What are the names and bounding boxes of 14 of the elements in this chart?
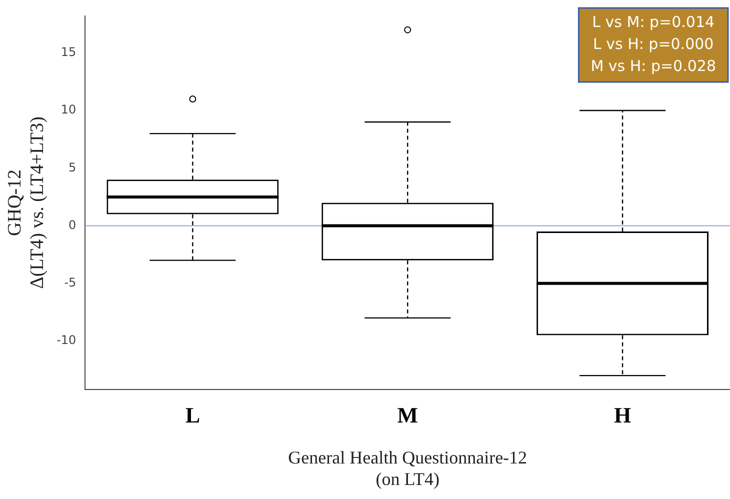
y-axis-title: GHQ-12 Δ(LT4) vs. (LT4+LT3) (4, 116, 48, 289)
annotation: M vs H: p=0.028 (590, 56, 716, 75)
x-tick-label: H (614, 402, 632, 428)
y-tick-label: 5 (68, 160, 76, 174)
y-tick-label: -10 (56, 333, 76, 348)
y-tick-label: -5 (64, 276, 76, 290)
x-axis-title: General Health Questionnaire-12 (on LT4) (288, 447, 528, 489)
annotation: L vs H: p=0.000 (592, 34, 714, 53)
x-tick-label: M (397, 402, 418, 428)
x-tick-label: L (185, 402, 200, 428)
y-tick-label: 10 (60, 102, 76, 117)
y-tick-label: 15 (60, 45, 76, 60)
y-tick-label: 0 (68, 218, 76, 232)
annotation: L vs M: p=0.014 (592, 12, 715, 31)
